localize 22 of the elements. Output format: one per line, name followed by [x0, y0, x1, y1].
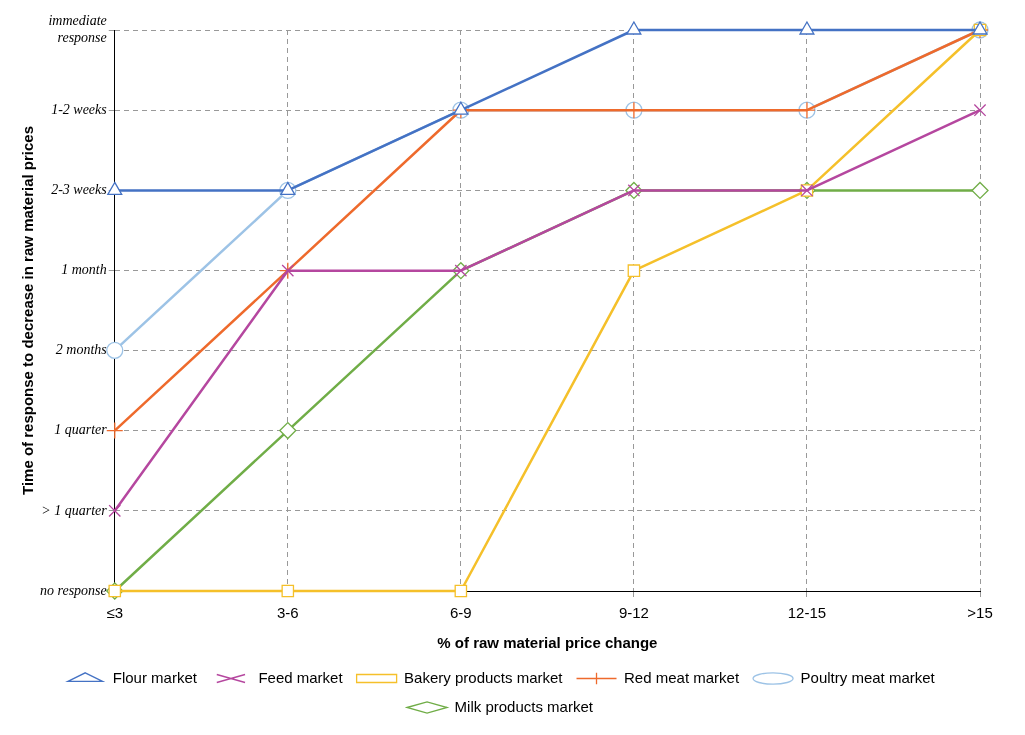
legend-label: Milk products market [454, 697, 594, 715]
x-tick-label: >15 [967, 604, 993, 622]
category-label: immediate response [48, 13, 107, 46]
category-label: 1-2 weeks [51, 101, 107, 117]
legend-label: Feed market [258, 668, 344, 686]
legend-label: Flour market [112, 668, 198, 686]
legend-label: Bakery products market [404, 668, 564, 686]
x-tick-label: 9-12 [618, 604, 649, 622]
category-label: 1 quarter [54, 422, 107, 438]
category-label: 2-3 weeks [51, 181, 107, 197]
x-tick-label: ≤3 [106, 604, 124, 622]
x-axis-title: % of raw material price change [437, 634, 658, 652]
legend-label: Poultry meat market [800, 668, 936, 686]
category-label: no response [39, 582, 107, 598]
category-label: 2 months [55, 342, 107, 358]
x-tick-label: 12-15 [787, 604, 827, 622]
category-label: > 1 quarter [41, 502, 107, 518]
legend-label: Red meat market [624, 668, 740, 686]
x-tick-label: 3-6 [276, 604, 299, 622]
category-label: 1 month [61, 262, 107, 278]
y-axis-title: Time of response to decrease in raw material prices [19, 125, 37, 496]
x-tick-label: 6-9 [450, 604, 472, 622]
